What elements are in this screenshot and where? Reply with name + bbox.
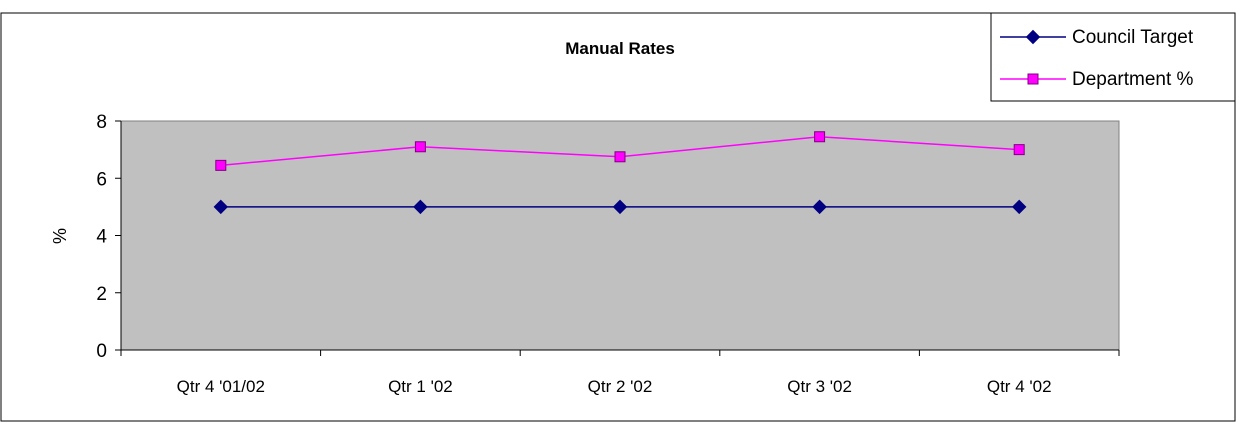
x-tick-label: Qtr 2 '02 (588, 377, 653, 396)
series-1-point (814, 131, 826, 143)
legend-label-0: Council Target (1072, 27, 1194, 48)
series-1-point (614, 151, 626, 163)
y-tick-label: 4 (96, 227, 107, 248)
x-tick-label: Qtr 4 '01/02 (177, 377, 265, 396)
y-tick-label: 0 (96, 341, 107, 362)
series-0-point (413, 199, 428, 215)
x-tick-label: Qtr 4 '02 (987, 377, 1052, 396)
legend-box (990, 12, 1236, 102)
series-1-point (414, 141, 426, 153)
legend-marker-1 (1027, 73, 1039, 85)
x-tick-label: Qtr 3 '02 (787, 377, 852, 396)
series-1-point (215, 159, 227, 171)
legend-label-1: Department % (1072, 69, 1194, 90)
y-tick-label: 8 (96, 112, 107, 133)
legend-items: Council Target Department % (1000, 27, 1194, 90)
legend: Council Target Department % (990, 12, 1236, 102)
series-layer (213, 131, 1027, 215)
chart-title: Manual Rates (565, 39, 675, 58)
y-tick-label: 6 (96, 169, 107, 190)
legend-marker-0 (1025, 29, 1041, 45)
series-0-point (612, 199, 628, 215)
axes: 0 2 4 6 8 Qtr 4 '01/02 Qtr 1 '02 Qtr 2 '02 Qtr 3… (96, 112, 1120, 396)
series-1-point (1013, 144, 1025, 156)
series-0-point (812, 199, 827, 215)
series-0-point (213, 199, 229, 215)
x-tick-label: Qtr 1 '02 (388, 377, 453, 396)
y-axis-label: % (50, 228, 70, 244)
series-0-point (1011, 199, 1027, 215)
y-tick-label: 2 (96, 284, 107, 305)
